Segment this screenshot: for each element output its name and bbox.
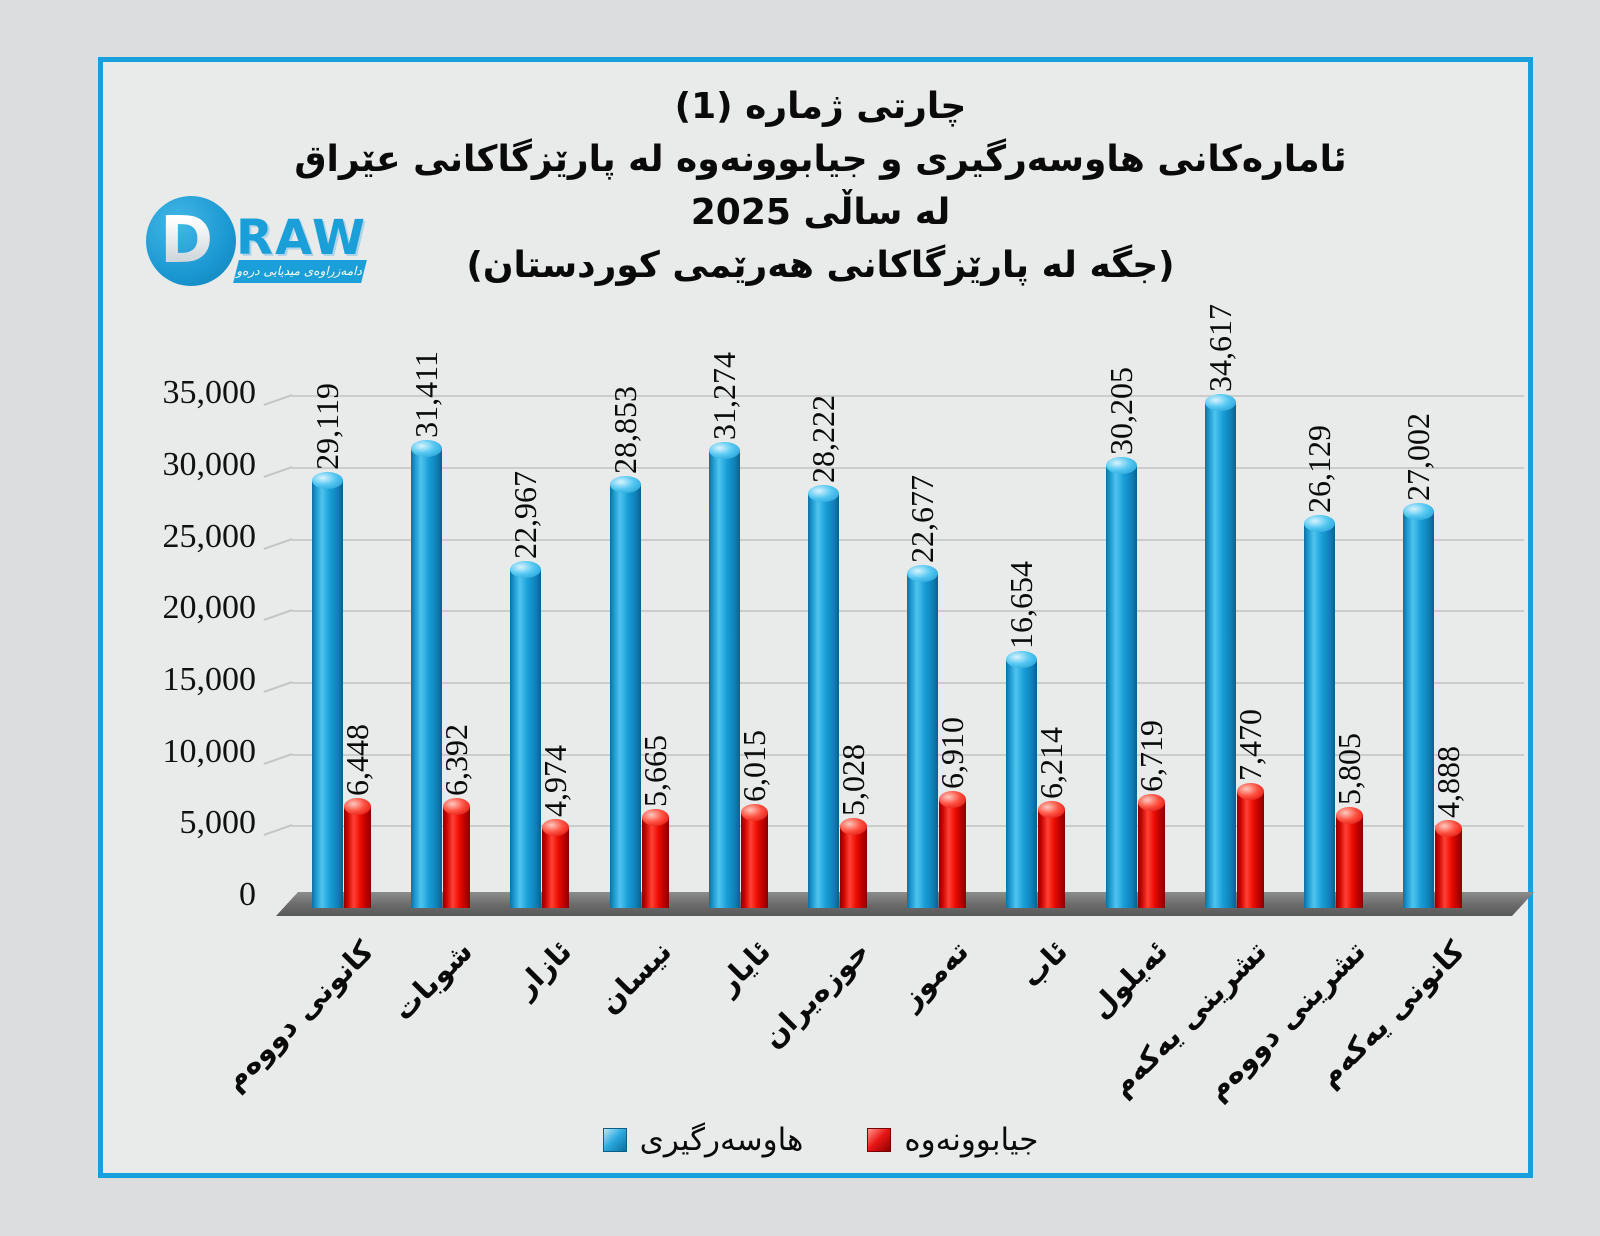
divorce-bar-value-label: 6,214 [1032, 727, 1069, 799]
divorce-bar-کانونی یەکەم [1435, 820, 1462, 908]
legend-item-divorce: جیابوونەوە [867, 1122, 1038, 1158]
divorce-bar-value-label: 6,910 [933, 717, 970, 789]
divorce-bar-ئایار [741, 804, 768, 908]
gridline-35,000 [292, 395, 1524, 398]
marriage-bar-value-label: 22,677 [903, 475, 940, 563]
legend-label-marriage: هاوسەرگیری [639, 1122, 804, 1158]
divorce-bar-کانونی دووەم [344, 798, 371, 908]
chart-title: چارتی ژماره (1) ئامارەکانی هاوسەرگیری و … [98, 80, 1543, 292]
legend: هاوسەرگیری جیابوونەوە [98, 1122, 1543, 1158]
y-axis-tick-label: 20,000 [162, 589, 257, 627]
marriage-bar-تەموز [907, 565, 938, 908]
divorce-bar-value-label: 6,392 [437, 724, 474, 796]
divorce-bar-value-label: 5,028 [834, 744, 871, 816]
marriage-bar-value-label: 28,853 [606, 386, 643, 474]
marriage-bar-value-label: 31,274 [705, 352, 742, 440]
axis-tick-connector [263, 681, 293, 693]
marriage-bar-value-label: 34,617 [1201, 304, 1238, 392]
marriage-bar-value-label: 28,222 [804, 395, 841, 483]
marriage-bar-تشرینی دووەم [1304, 515, 1335, 908]
divorce-bar-حوزەیران [840, 818, 867, 908]
axis-tick-connector [263, 465, 293, 478]
axis-tick-connector [263, 609, 293, 622]
marriage-bar-value-label: 22,967 [506, 471, 543, 559]
title-line-4: (جگه له پارێزگاکانی هەرێمی کوردستان) [466, 245, 1175, 286]
marriage-bar-نیسان [610, 476, 641, 908]
logo-tagline: دامەزراوەی میدیایی درەو [233, 260, 367, 283]
divorce-bar-value-label: 5,665 [636, 735, 673, 807]
marriage-bar-ئازار [510, 561, 541, 908]
divorce-bar-تشرینی دووەم [1336, 807, 1363, 908]
y-axis-tick-label: 5,000 [179, 804, 257, 842]
y-axis-tick-label: 35,000 [162, 374, 257, 412]
marriage-bar-شوبات [411, 440, 442, 908]
divorce-legend-swatch-icon [867, 1128, 892, 1152]
divorce-bar-value-label: 7,470 [1231, 709, 1268, 781]
logo-circle [146, 196, 236, 286]
divorce-bar-نیسان [642, 809, 669, 908]
gridline-30,000 [292, 466, 1524, 469]
marriage-bar-تشرینی یەکەم [1205, 394, 1236, 908]
marriage-bar-کانونی یەکەم [1403, 503, 1434, 908]
axis-tick-connector [263, 537, 293, 550]
legend-label-divorce: جیابوونەوە [904, 1122, 1039, 1158]
divorce-bar-ئەیلول [1138, 794, 1165, 908]
divorce-bar-value-label: 4,974 [536, 745, 573, 817]
divorce-bar-value-label: 6,015 [735, 730, 772, 802]
axis-tick-connector [263, 752, 293, 765]
gridline-25,000 [292, 538, 1524, 541]
divorce-bar-value-label: 6,448 [338, 724, 375, 796]
marriage-bar-value-label: 16,654 [1002, 561, 1039, 649]
divorce-bar-value-label: 4,888 [1429, 746, 1466, 818]
draw-media-logo: D RAW دامەزراوەی میدیایی درەو [146, 196, 376, 296]
divorce-bar-ئازار [542, 819, 569, 908]
logo-letter-d: D [160, 204, 214, 278]
marriage-bar-ئایار [709, 442, 740, 908]
divorce-bar-value-label: 6,719 [1132, 720, 1169, 792]
marriage-bar-کانونی دووەم [312, 472, 343, 908]
marriage-bar-value-label: 27,002 [1399, 413, 1436, 501]
y-axis-tick-label: 10,000 [162, 732, 257, 770]
divorce-bar-شوبات [443, 798, 470, 908]
marriage-bar-value-label: 31,411 [407, 351, 444, 438]
y-axis-tick-label: 30,000 [162, 445, 257, 483]
title-line-3: له ساڵی 2025 [690, 192, 951, 233]
marriage-bar-ئەیلول [1106, 457, 1137, 908]
marriage-bar-value-label: 26,129 [1300, 425, 1337, 513]
divorce-bar-تشرینی یەکەم [1237, 783, 1264, 908]
y-axis-tick-label: 25,000 [162, 517, 257, 555]
title-line-2: ئامارەکانی هاوسەرگیری و جیابوونەوە له پا… [294, 139, 1347, 180]
divorce-bar-value-label: 5,805 [1330, 733, 1367, 805]
marriage-bar-value-label: 29,119 [308, 383, 345, 470]
axis-tick-connector [263, 394, 293, 406]
y-axis-tick-label: 15,000 [162, 660, 257, 698]
marriage-legend-swatch-icon [602, 1128, 627, 1152]
divorce-bar-ئاب [1038, 801, 1065, 908]
marriage-bar-ئاب [1006, 651, 1037, 908]
logo-wordmark: RAW [236, 210, 367, 266]
axis-tick-connector [263, 824, 293, 837]
legend-item-marriage: هاوسەرگیری [602, 1122, 804, 1158]
title-line-1: چارتی ژماره (1) [674, 86, 967, 127]
y-axis-tick-label: 0 [239, 876, 256, 913]
marriage-bar-value-label: 30,205 [1102, 367, 1139, 455]
marriage-bar-حوزەیران [808, 485, 839, 908]
divorce-bar-تەموز [939, 791, 966, 908]
